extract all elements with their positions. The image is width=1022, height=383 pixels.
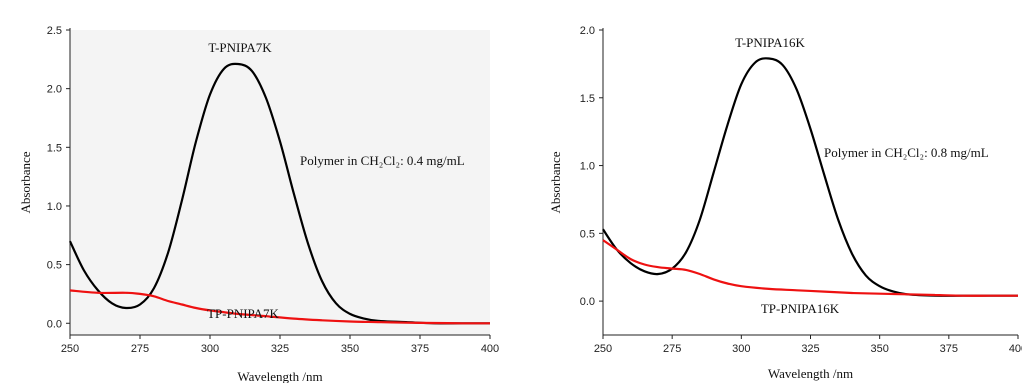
x-tick-label: 250: [61, 343, 79, 355]
y-tick-label: 2.0: [47, 84, 62, 96]
plot-area: [603, 30, 1018, 335]
y-tick-label: 2.0: [580, 25, 595, 37]
x-axis-label: Wavelength /nm: [768, 366, 853, 381]
series-label-T-PNIPA16K: T-PNIPA16K: [735, 35, 805, 50]
x-axis-label: Wavelength /nm: [237, 369, 322, 383]
series-line-TP-PNIPA7K: [69, 289, 490, 325]
series-line-TP-PNIPA16K: [602, 239, 1018, 297]
y-tick-label: 1.5: [580, 93, 595, 105]
concentration-annotation: Polymer in CH₂Cl₂: 0.8 mg/mL: [824, 145, 989, 160]
y-axis-label: Absorbance: [18, 151, 33, 213]
x-tick-label: 350: [870, 343, 888, 355]
x-tick-label: 250: [594, 343, 612, 355]
chart-panel-1: 250 275 300 325 350 375 400 0.0 0.5 1.0 1.5 2.0 2.5 W…: [18, 25, 499, 383]
series-label-T-PNIPA7K: T-PNIPA7K: [208, 40, 272, 55]
x-tick-label: 325: [271, 343, 289, 355]
x-tick-label: 400: [481, 343, 499, 355]
series-label-TP-PNIPA7K: TP-PNIPA7K: [207, 306, 279, 321]
y-tick-label: 0.5: [580, 228, 595, 240]
x-tick-label: 325: [801, 343, 819, 355]
x-tick-label: 300: [732, 343, 750, 355]
chart-panel-2: 250 275 300 325 350 375 400 0.0 0.5 1.0 1.5 2.0 Wave…: [548, 25, 1022, 381]
y-tick-label: 1.5: [47, 142, 62, 154]
y-tick-label: 1.0: [47, 201, 62, 213]
y-tick-label: 1.0: [580, 161, 595, 173]
y-tick-label: 0.5: [47, 260, 62, 272]
y-axis-label: Absorbance: [548, 151, 563, 213]
x-tick-label: 275: [131, 343, 149, 355]
series-line-T-PNIPA7K: [69, 62, 490, 325]
y-tick-label: 0.0: [47, 318, 62, 330]
series-label-TP-PNIPA16K: TP-PNIPA16K: [761, 301, 840, 316]
plot-area: [70, 30, 490, 335]
x-tick-label: 275: [663, 343, 681, 355]
x-tick-label: 375: [940, 343, 958, 355]
x-tick-label: 300: [201, 343, 219, 355]
x-tick-label: 375: [411, 343, 429, 355]
y-tick-label: 0.0: [580, 296, 595, 308]
concentration-annotation: Polymer in CH₂Cl₂: 0.4 mg/mL: [300, 153, 465, 168]
x-tick-label: 350: [341, 343, 359, 355]
x-tick-label: 400: [1009, 343, 1022, 355]
y-tick-label: 2.5: [47, 25, 62, 37]
